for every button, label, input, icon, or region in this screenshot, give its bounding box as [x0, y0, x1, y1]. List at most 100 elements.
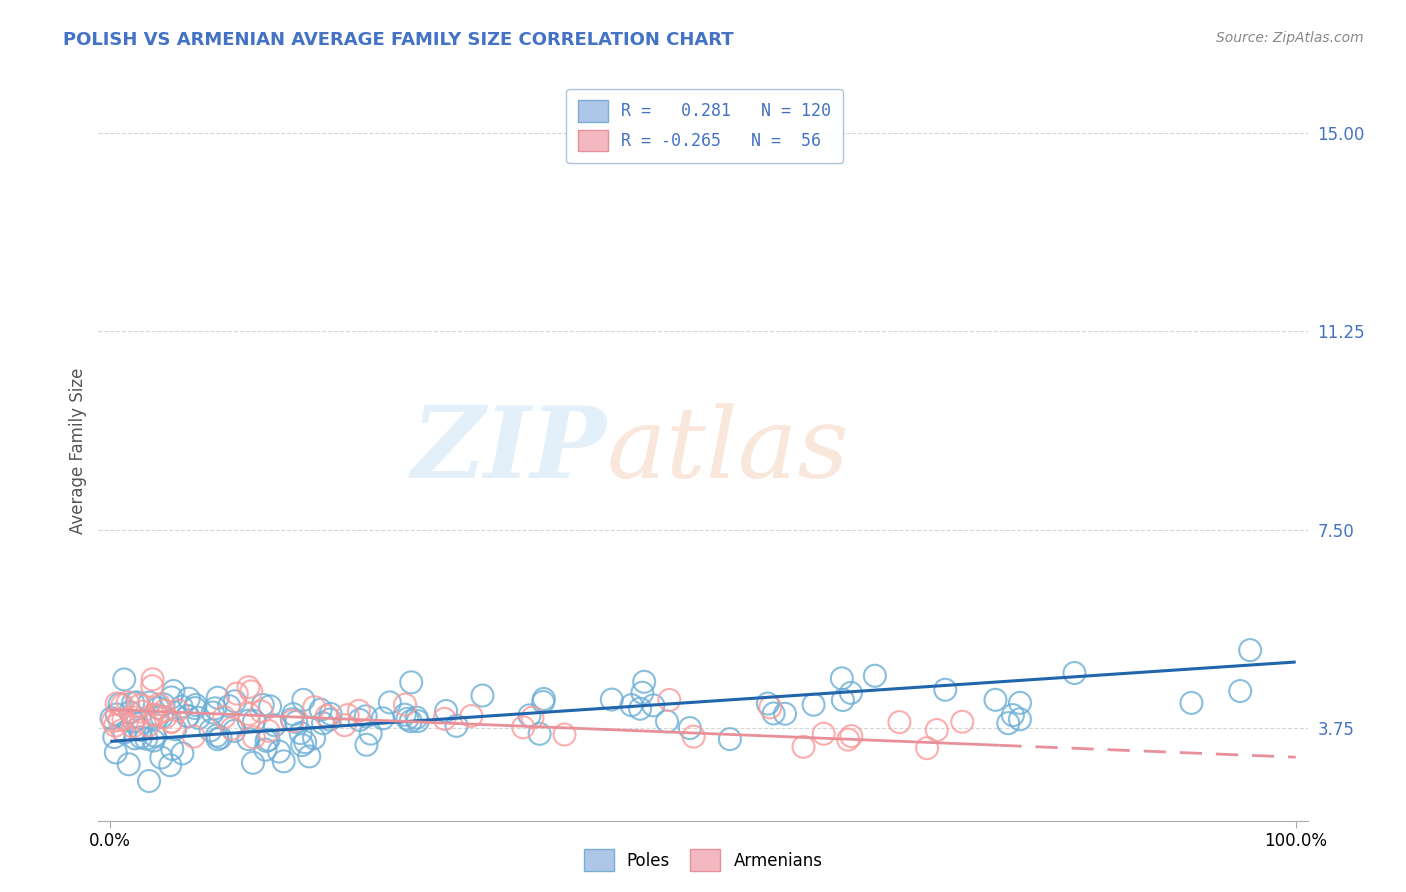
Point: [628, 702, 651, 716]
Point: [257, 732, 280, 747]
Point: [129, 731, 152, 745]
Point: [184, 698, 207, 712]
Point: [125, 695, 148, 709]
Point: [177, 691, 200, 706]
Point: [291, 738, 314, 752]
Y-axis label: Average Family Size: Average Family Size: [69, 368, 87, 533]
Point: [104, 746, 127, 760]
Point: [242, 756, 264, 770]
Point: [319, 706, 342, 721]
Point: [218, 699, 240, 714]
Point: [336, 708, 359, 723]
Point: [108, 713, 131, 727]
Point: [831, 672, 853, 686]
Point: [460, 709, 482, 723]
Point: [160, 714, 183, 729]
Point: [915, 741, 938, 756]
Point: [792, 739, 814, 754]
Point: [153, 704, 176, 718]
Point: [984, 693, 1007, 707]
Point: [290, 726, 312, 740]
Point: [160, 714, 183, 729]
Point: [360, 726, 382, 740]
Point: [471, 689, 494, 703]
Point: [813, 727, 835, 741]
Point: [136, 718, 159, 732]
Point: [803, 698, 825, 712]
Point: [519, 708, 541, 723]
Point: [142, 673, 165, 687]
Point: [553, 727, 575, 741]
Point: [773, 706, 796, 721]
Legend: Poles, Armenians: Poles, Armenians: [575, 841, 831, 880]
Point: [184, 701, 207, 715]
Point: [396, 712, 419, 726]
Point: [243, 731, 266, 745]
Point: [349, 713, 371, 727]
Point: [347, 704, 370, 718]
Point: [298, 749, 321, 764]
Point: [433, 712, 456, 726]
Point: [934, 682, 956, 697]
Point: [162, 684, 184, 698]
Point: [183, 730, 205, 744]
Point: [1008, 696, 1031, 710]
Point: [159, 758, 181, 772]
Point: [950, 714, 973, 729]
Point: [406, 714, 429, 728]
Point: [1001, 708, 1024, 723]
Point: [142, 733, 165, 747]
Point: [354, 709, 377, 723]
Point: [531, 695, 554, 709]
Point: [658, 693, 681, 707]
Point: [1229, 684, 1251, 698]
Point: [240, 684, 263, 698]
Point: [166, 703, 188, 717]
Point: [207, 690, 229, 705]
Point: [522, 710, 544, 724]
Point: [304, 700, 326, 714]
Point: [315, 709, 337, 723]
Point: [831, 693, 853, 707]
Point: [177, 709, 200, 723]
Legend: R =   0.281   N = 120, R = -0.265   N =  56: R = 0.281 N = 120, R = -0.265 N = 56: [567, 88, 844, 163]
Point: [620, 698, 643, 713]
Point: [160, 690, 183, 705]
Point: [294, 735, 316, 749]
Point: [135, 731, 157, 746]
Point: [997, 716, 1019, 731]
Point: [631, 686, 654, 700]
Point: [273, 755, 295, 769]
Point: [162, 742, 184, 756]
Point: [207, 732, 229, 747]
Point: [394, 698, 416, 712]
Point: [434, 704, 457, 718]
Point: [146, 701, 169, 715]
Point: [863, 669, 886, 683]
Point: [682, 730, 704, 744]
Point: [633, 674, 655, 689]
Point: [225, 687, 247, 701]
Point: [112, 712, 135, 726]
Point: [172, 747, 194, 761]
Point: [212, 710, 235, 724]
Point: [925, 723, 948, 737]
Point: [292, 693, 315, 707]
Point: [122, 714, 145, 728]
Point: [839, 729, 862, 743]
Point: [839, 686, 862, 700]
Point: [1180, 696, 1202, 710]
Point: [371, 711, 394, 725]
Point: [155, 710, 177, 724]
Point: [533, 692, 555, 706]
Point: [655, 714, 678, 729]
Point: [114, 725, 136, 739]
Point: [281, 714, 304, 728]
Point: [224, 723, 246, 738]
Point: [238, 707, 260, 722]
Point: [141, 679, 163, 693]
Point: [117, 695, 139, 709]
Point: [889, 715, 911, 730]
Point: [101, 714, 124, 728]
Point: [201, 706, 224, 720]
